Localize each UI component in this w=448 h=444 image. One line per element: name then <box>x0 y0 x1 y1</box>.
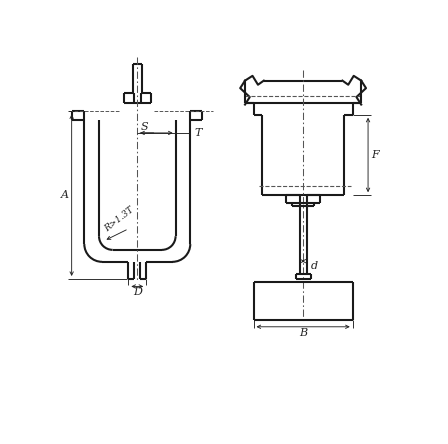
Text: A: A <box>60 190 69 200</box>
Text: D: D <box>133 287 142 297</box>
Text: d: d <box>310 261 318 271</box>
Text: S: S <box>141 123 149 132</box>
Text: R>1.3T: R>1.3T <box>103 206 136 234</box>
Text: B: B <box>299 328 307 338</box>
Text: T: T <box>194 128 202 138</box>
Text: F: F <box>371 150 379 160</box>
